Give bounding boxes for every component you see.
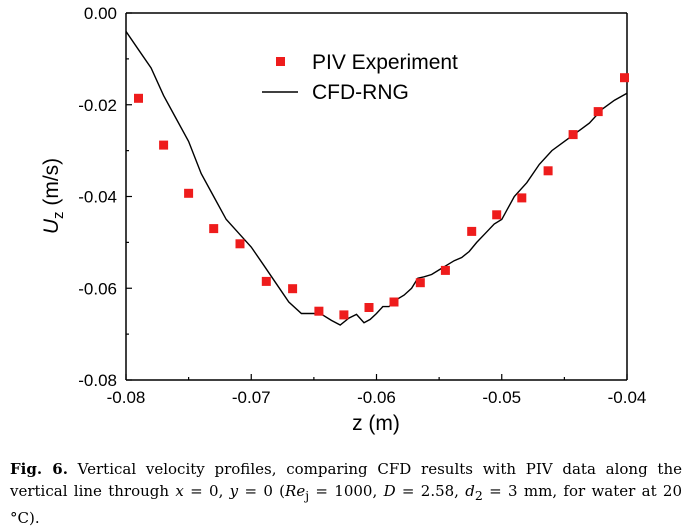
y-tick-label: -0.08: [78, 371, 117, 390]
piv-data-point: [568, 130, 578, 140]
caption-var-x: x: [175, 482, 184, 500]
piv-data-point: [517, 193, 527, 203]
y-tick-label: -0.04: [78, 188, 117, 207]
x-axis-title: z (m): [352, 412, 400, 435]
y-tick-label: -0.06: [78, 279, 117, 298]
x-tick-label: -0.08: [107, 388, 146, 407]
piv-data-point: [314, 306, 324, 316]
caption-text-1: Vertical velocity profiles, comparing CF…: [10, 460, 682, 500]
axis-tick-labels: -0.08 -0.07 -0.06 -0.05 -0.04 0.00 -0.02 -0.04 -…: [78, 4, 646, 407]
caption-text-4: = 1000,: [309, 482, 384, 500]
y-tick-label: 0.00: [84, 4, 117, 23]
y-axis-title-sub: z: [50, 211, 67, 219]
piv-data-point: [339, 310, 349, 320]
caption-var-d2-sub: 2: [474, 488, 483, 503]
piv-data-point: [261, 276, 271, 286]
legend-marker-piv: [276, 57, 285, 66]
piv-data-point: [159, 140, 169, 150]
figure-caption: Fig. 6. Vertical velocity profiles, comp…: [10, 458, 682, 529]
axis-ticks: [125, 12, 628, 381]
chart: -0.08 -0.07 -0.06 -0.05 -0.04 0.00 -0.02 -0.04 -…: [40, 4, 646, 435]
caption-var-re-sub: j: [305, 488, 310, 503]
y-axis-title-unit: (m/s): [40, 158, 63, 212]
y-axis-title: Uz (m/s): [40, 158, 67, 234]
piv-data-point: [543, 166, 553, 176]
series-line-cfd-rng: [125, 31, 628, 326]
x-tick-label: -0.05: [482, 388, 521, 407]
caption-text-3: = 0 (: [238, 482, 286, 500]
x-tick-label: -0.07: [232, 388, 271, 407]
caption-fig-label: Fig. 6.: [10, 460, 68, 478]
caption-var-d: D: [383, 482, 396, 500]
piv-data-point: [209, 224, 219, 234]
piv-data-point: [593, 107, 603, 117]
caption-text-2: = 0,: [183, 482, 230, 500]
y-axis-title-main: U: [40, 218, 63, 234]
piv-data-point: [134, 93, 143, 103]
caption-text-5: = 2.58,: [395, 482, 466, 500]
legend-label-piv: PIV Experiment: [312, 51, 458, 74]
caption-var-y: y: [229, 482, 239, 500]
piv-data-point: [415, 278, 425, 288]
caption-var-d2: d: [465, 482, 475, 500]
piv-data-point: [440, 265, 450, 275]
piv-data-point: [235, 239, 245, 249]
piv-data-point: [389, 297, 399, 307]
legend: PIV Experiment CFD-RNG: [262, 51, 458, 104]
x-tick-label: -0.04: [608, 388, 647, 407]
piv-data-point: [467, 226, 477, 236]
piv-data-point: [364, 303, 374, 312]
legend-label-cfd: CFD-RNG: [312, 81, 409, 104]
piv-data-point: [184, 188, 194, 198]
caption-var-re: Re: [285, 482, 306, 500]
x-tick-label: -0.06: [357, 388, 396, 407]
series-markers-piv-experiment: [134, 73, 629, 320]
piv-data-point: [492, 210, 502, 220]
piv-data-point: [620, 73, 629, 83]
y-tick-label: -0.02: [78, 96, 117, 115]
piv-data-point: [288, 284, 298, 294]
